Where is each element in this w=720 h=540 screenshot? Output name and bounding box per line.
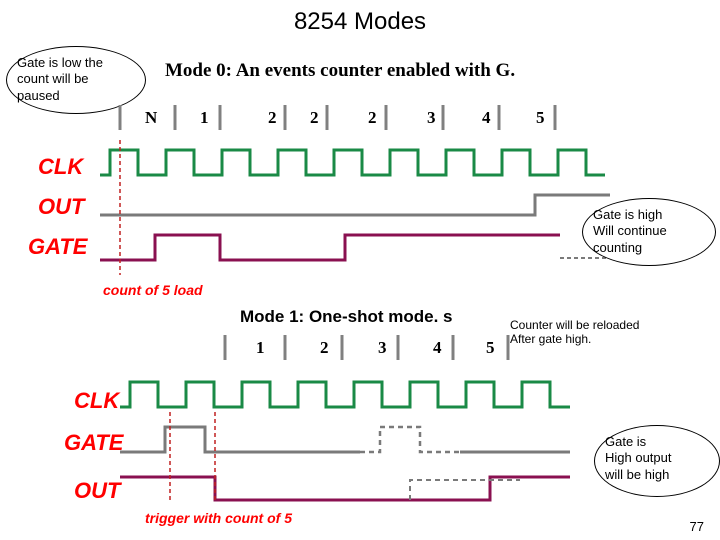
m0-out-label: OUT: [38, 194, 84, 220]
m0-clk-label: CLK: [38, 154, 83, 180]
page-title: 8254 Modes: [0, 8, 720, 36]
m1-count-caption: trigger with count of 5: [145, 510, 292, 526]
bubble-text: Gate is low the count will be paused: [17, 55, 103, 103]
m0-count-caption: count of 5 load: [103, 282, 203, 298]
mode0-label: Mode 0: An events counter enabled with G…: [165, 60, 515, 82]
mode1-waveforms: [120, 332, 680, 522]
bubble-gate-high-continue: Gate is high Will continue counting: [582, 198, 716, 266]
m0-gate-label: GATE: [28, 234, 87, 260]
m1-clk-label: CLK: [74, 388, 119, 414]
bubble-text-2: Gate is high Will continue counting: [593, 207, 667, 255]
bubble-gate-high-output: Gate is High output will be high: [594, 425, 720, 497]
mode1-label: Mode 1: One-shot mode. s: [240, 307, 453, 327]
m1-gate-label: GATE: [64, 430, 123, 456]
bubble-text-3: Gate is High output will be high: [605, 434, 672, 482]
m1-out-label: OUT: [74, 478, 120, 504]
page-number: 77: [690, 519, 704, 534]
